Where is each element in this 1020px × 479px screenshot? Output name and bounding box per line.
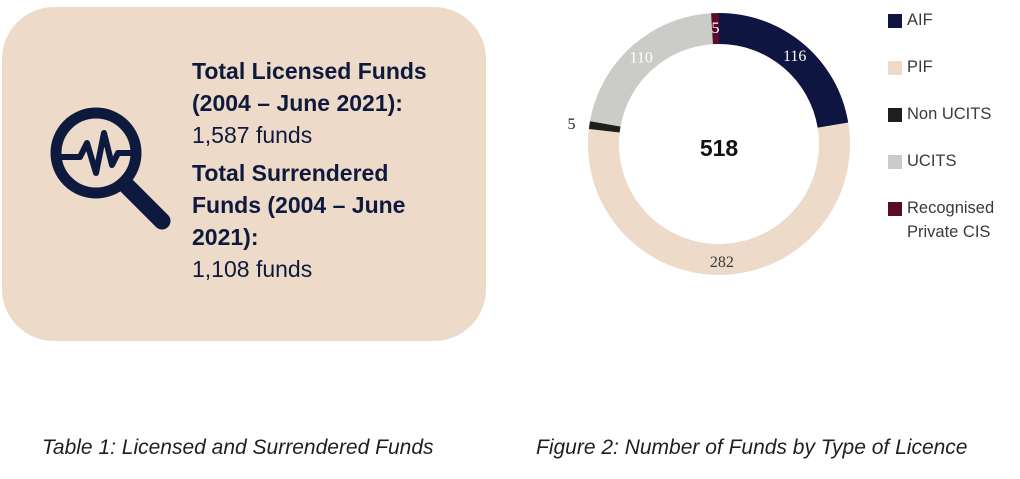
slice-label-pif: 282 (710, 254, 734, 271)
slice-label-non-ucits: 5 (568, 116, 576, 133)
legend-swatch (888, 14, 902, 28)
donut-total-label: 518 (700, 135, 739, 161)
slice-pif (588, 122, 850, 276)
table-panel: Total Licensed Funds (2004 – June 2021):… (2, 7, 486, 341)
slice-label-recognised-private-cis: 5 (711, 20, 719, 37)
licensed-funds-heading: Total Licensed Funds (2004 – June 2021): (192, 58, 427, 116)
legend-swatch (888, 108, 902, 122)
slice-non-ucits (588, 121, 621, 133)
legend-label: AIF (907, 11, 933, 29)
legend-item-aif: AIF (888, 8, 1018, 55)
figure-caption: Figure 2: Number of Funds by Type of Lic… (536, 436, 968, 459)
surrendered-funds-value: 1,108 funds (192, 256, 313, 282)
donut-slice-labels: 116 282 5 110 5 (568, 20, 807, 271)
legend-item-recognised-private-cis: Recognised Private CIS (888, 196, 1018, 243)
legend-label: Recognised Private CIS (907, 199, 995, 241)
surrendered-funds-block: Total Surrendered Funds (2004 – June 202… (192, 157, 462, 285)
legend-swatch (888, 61, 902, 75)
licensed-funds-value: 1,587 funds (192, 122, 313, 148)
chart-legend: AIF PIF Non UCITS UCITS Recognised Private C… (888, 8, 1018, 243)
legend-label: PIF (907, 58, 933, 76)
slice-ucits (590, 13, 713, 127)
surrendered-funds-heading: Total Surrendered Funds (2004 – June 202… (192, 160, 406, 250)
legend-label: Non UCITS (907, 105, 992, 123)
donut-slices (588, 13, 850, 276)
slice-aif (719, 13, 849, 128)
fund-stats: Total Licensed Funds (2004 – June 2021):… (192, 55, 462, 291)
slice-label-ucits: 110 (629, 50, 652, 67)
slice-recognised-private-cis (711, 13, 719, 45)
legend-item-non-ucits: Non UCITS (888, 102, 1018, 149)
legend-item-pif: PIF (888, 55, 1018, 102)
legend-swatch (888, 155, 902, 169)
licensed-funds-block: Total Licensed Funds (2004 – June 2021):… (192, 55, 462, 151)
legend-item-ucits: UCITS (888, 149, 1018, 196)
slice-label-aif: 116 (783, 48, 806, 65)
magnifier-pulse-icon (50, 107, 171, 230)
legend-label: UCITS (907, 152, 957, 170)
legend-swatch (888, 202, 902, 216)
table-caption: Table 1: Licensed and Surrendered Funds (42, 436, 434, 459)
